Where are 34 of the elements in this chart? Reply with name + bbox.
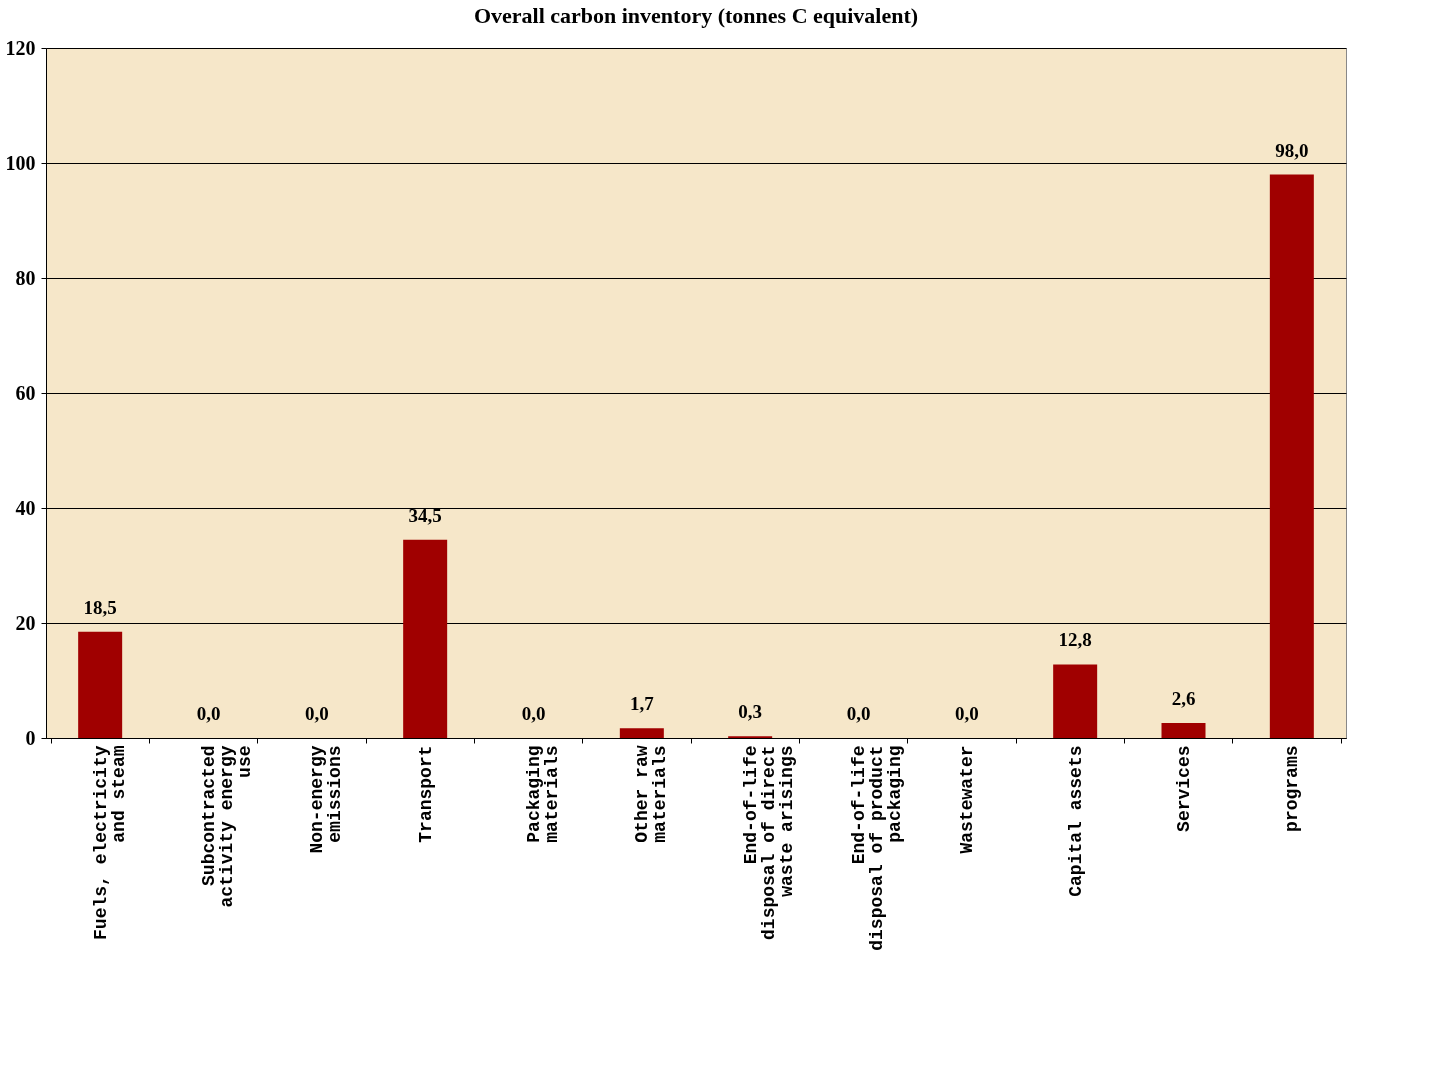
data-label: 0,0 — [196, 703, 221, 724]
x-tick-label: Services — [1174, 745, 1194, 832]
data-label: 12,8 — [1058, 629, 1092, 651]
bar — [403, 539, 448, 738]
x-tick-label: Capital assets — [1065, 745, 1086, 897]
bar — [78, 631, 123, 738]
data-label: 2,6 — [1171, 688, 1196, 710]
bar — [1269, 174, 1314, 738]
data-label: 98,0 — [1275, 139, 1309, 161]
data-label: 0,0 — [304, 703, 329, 724]
bar — [619, 728, 664, 738]
y-tick-label: 20 — [15, 611, 36, 634]
x-tick-label: Packaging materials — [524, 745, 562, 843]
y-tick-label: 100 — [5, 151, 36, 174]
data-label: 0,0 — [846, 703, 871, 724]
x-tick-label: Subcontracted activity energy use — [199, 745, 255, 908]
chart-title: Overall carbon inventory (tonnes C equivalent) — [473, 3, 919, 28]
data-label: 1,7 — [629, 693, 655, 715]
data-label: 0,0 — [521, 703, 546, 724]
data-label: 34,5 — [408, 504, 442, 526]
y-tick-label: 60 — [15, 381, 36, 404]
bar — [1161, 723, 1206, 738]
x-tick-label: Fuels, electricity and steam — [90, 745, 129, 940]
data-label: 18,5 — [83, 596, 117, 618]
y-tick-label: 40 — [15, 496, 36, 519]
y-tick-label: 0 — [25, 726, 36, 749]
y-tick-label: 120 — [5, 36, 36, 59]
x-tick-label: Wastewater — [957, 745, 978, 854]
x-tick-label: Transport — [415, 745, 436, 843]
x-tick-label: programs — [1282, 745, 1303, 832]
y-tick-label: 80 — [15, 266, 36, 289]
bar — [1053, 664, 1098, 738]
data-label: 0,0 — [954, 703, 979, 724]
data-label: 0,3 — [738, 701, 763, 723]
